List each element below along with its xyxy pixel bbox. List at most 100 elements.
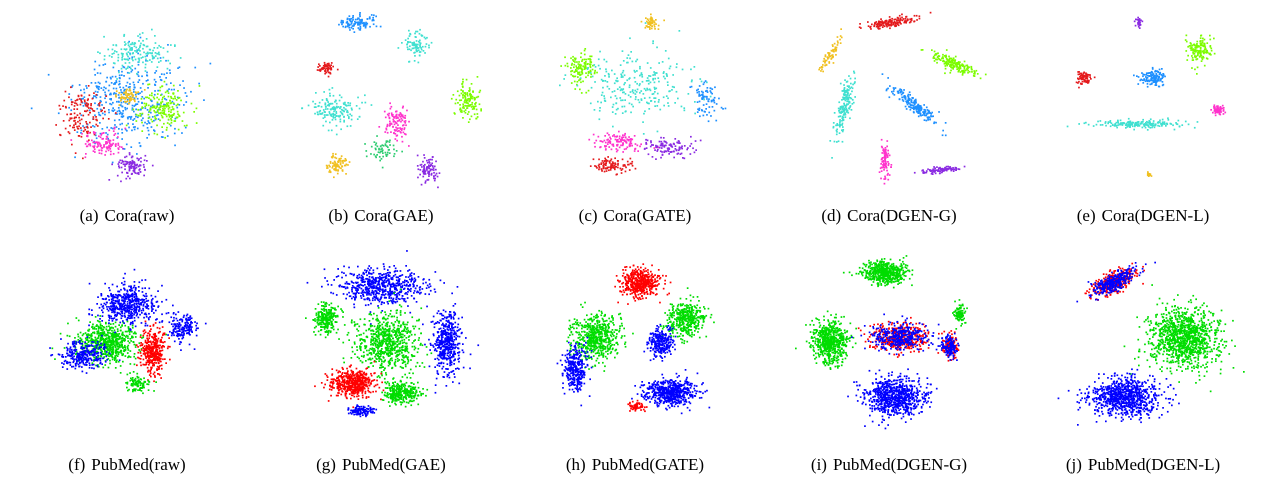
point xyxy=(471,95,473,98)
point xyxy=(879,167,882,170)
point xyxy=(1137,121,1140,123)
point xyxy=(118,145,121,148)
point xyxy=(393,123,396,126)
point xyxy=(938,55,941,57)
point xyxy=(117,107,120,109)
point xyxy=(130,67,132,70)
point xyxy=(663,71,665,73)
point xyxy=(602,164,605,167)
point xyxy=(616,88,619,90)
point xyxy=(105,80,108,83)
point xyxy=(617,107,619,110)
point xyxy=(119,82,121,85)
point xyxy=(132,341,135,343)
point xyxy=(619,89,622,92)
point xyxy=(99,323,102,325)
point xyxy=(386,125,388,128)
point xyxy=(379,151,381,154)
point xyxy=(844,79,846,81)
point xyxy=(932,55,935,58)
point xyxy=(77,319,80,322)
point xyxy=(109,326,111,329)
point xyxy=(97,143,99,146)
point xyxy=(1117,124,1119,127)
point xyxy=(1087,82,1089,84)
point xyxy=(184,126,187,129)
point xyxy=(120,112,122,114)
point xyxy=(827,57,829,60)
point xyxy=(100,134,103,136)
point xyxy=(842,118,845,121)
point xyxy=(852,83,854,86)
point xyxy=(341,160,344,163)
point xyxy=(340,21,342,24)
point xyxy=(670,151,672,153)
point xyxy=(653,73,656,75)
point xyxy=(418,32,421,35)
point xyxy=(1133,20,1136,23)
point xyxy=(883,150,885,152)
point xyxy=(467,98,469,100)
point xyxy=(630,103,633,106)
point xyxy=(348,26,351,29)
point xyxy=(579,63,581,66)
point xyxy=(1148,175,1150,177)
cluster-2 xyxy=(1075,71,1096,89)
point xyxy=(401,140,404,143)
point xyxy=(615,108,618,111)
point xyxy=(96,350,99,353)
point xyxy=(836,36,839,38)
point xyxy=(127,337,129,339)
point xyxy=(901,13,903,16)
point xyxy=(319,70,322,72)
point xyxy=(173,132,176,135)
point xyxy=(54,358,56,360)
point xyxy=(382,152,384,154)
point xyxy=(623,105,626,108)
point xyxy=(102,89,105,91)
point xyxy=(72,126,74,129)
point xyxy=(99,327,102,330)
point xyxy=(375,15,377,18)
point xyxy=(122,115,125,117)
point xyxy=(706,87,709,89)
point xyxy=(122,101,125,103)
point xyxy=(340,167,342,170)
point xyxy=(572,55,574,58)
point xyxy=(931,49,933,51)
point xyxy=(145,102,148,105)
point xyxy=(346,18,349,21)
point xyxy=(630,162,633,165)
point xyxy=(956,68,958,70)
point xyxy=(86,125,89,128)
point xyxy=(848,100,850,103)
point xyxy=(1154,84,1157,86)
point xyxy=(965,69,967,72)
point xyxy=(117,351,119,354)
point xyxy=(702,114,705,117)
point xyxy=(654,91,656,93)
point xyxy=(121,337,123,340)
point xyxy=(324,65,326,67)
point xyxy=(645,143,648,145)
point xyxy=(136,157,139,160)
point xyxy=(576,67,578,70)
point xyxy=(945,168,947,170)
point xyxy=(142,47,144,50)
point xyxy=(420,47,422,49)
point xyxy=(602,167,605,169)
point xyxy=(849,117,851,120)
point xyxy=(652,77,654,80)
point xyxy=(96,119,98,122)
point xyxy=(301,107,303,110)
point xyxy=(133,110,135,113)
point xyxy=(356,18,359,21)
point xyxy=(653,25,656,28)
point xyxy=(426,159,428,162)
point xyxy=(128,88,131,91)
point xyxy=(608,160,611,163)
point xyxy=(105,328,108,331)
point xyxy=(110,333,113,335)
point xyxy=(336,165,338,167)
point xyxy=(395,122,397,124)
